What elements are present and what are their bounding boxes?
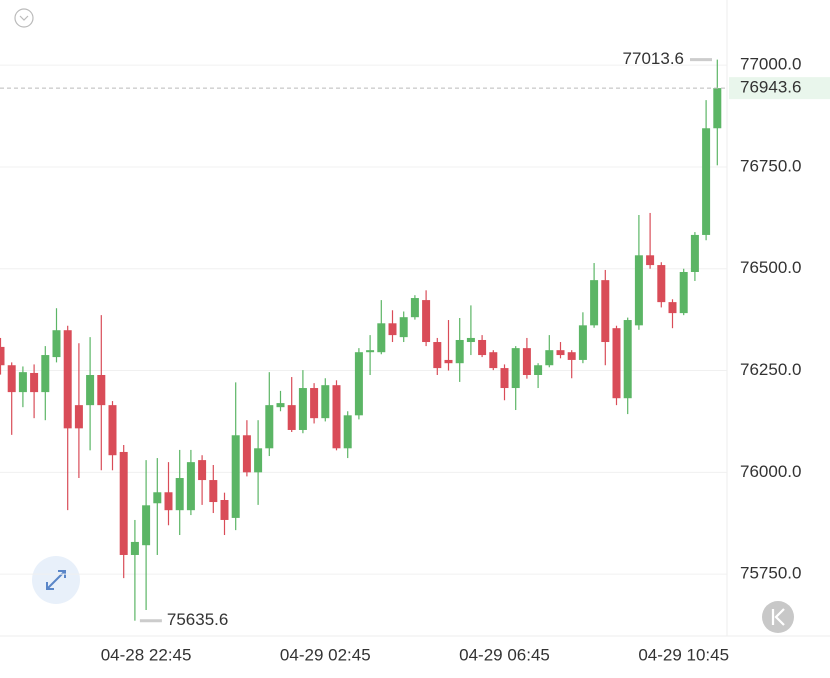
candle-body [657, 265, 666, 303]
candle-body [668, 302, 677, 314]
scroll-latest-button[interactable] [762, 601, 794, 633]
x-tick-label: 04-29 06:45 [459, 645, 550, 664]
candle-body [97, 375, 106, 406]
candle-body [388, 323, 397, 336]
candle-body [242, 435, 251, 473]
candle-body [399, 317, 408, 338]
candle-body [18, 372, 27, 393]
candle-body [646, 255, 655, 266]
candle-body [511, 348, 520, 389]
candle-body [276, 403, 285, 408]
candle-body [310, 388, 319, 419]
candle-body [377, 323, 386, 353]
expand-button[interactable] [32, 556, 80, 604]
candle-body [298, 388, 307, 430]
y-tick-label: 77000.0 [740, 55, 801, 74]
candle-body [7, 365, 16, 393]
candle-body [522, 348, 531, 376]
candle-body [209, 480, 218, 503]
scroll-latest-icon [771, 608, 785, 626]
y-tick-label: 76750.0 [740, 156, 801, 175]
candle-body [690, 234, 699, 272]
candle-body [500, 368, 509, 389]
candle-body [52, 330, 61, 358]
candle-body [175, 478, 184, 511]
candle-body [321, 385, 330, 419]
candle-body [198, 460, 207, 481]
candle-body [287, 405, 296, 430]
candle-body [556, 350, 565, 356]
candle-body [332, 385, 341, 449]
candle-body [534, 365, 543, 376]
candle-body [410, 298, 419, 318]
candle-body [634, 255, 643, 326]
candle-body [489, 352, 498, 369]
candle-body [578, 325, 587, 360]
candle-body [108, 405, 117, 456]
collapse-circle [14, 8, 34, 28]
scroll-latest-circle [762, 601, 794, 633]
x-tick-label: 04-28 22:45 [101, 645, 192, 664]
x-tick-label: 04-29 10:45 [638, 645, 729, 664]
candle-body [623, 320, 632, 399]
low-label: 75635.6 [167, 610, 228, 629]
candle-body [86, 375, 95, 406]
candle-body [455, 339, 464, 364]
candle-body [343, 415, 352, 449]
candle-body [220, 500, 229, 520]
candle-body [142, 505, 151, 546]
candle-body [130, 541, 139, 555]
candle-body [0, 346, 5, 366]
candle-body [119, 451, 128, 555]
candle-body [433, 342, 442, 369]
candle-body [545, 350, 554, 366]
candle-body [702, 128, 711, 235]
candle-body [63, 330, 72, 429]
candle-body [679, 271, 688, 314]
collapse-button[interactable] [14, 8, 34, 28]
candle-body [265, 405, 274, 449]
candle-body [231, 435, 240, 518]
candle-body [567, 352, 576, 360]
candle-body [444, 359, 453, 364]
y-tick-label: 76000.0 [740, 462, 801, 481]
x-tick-label: 04-29 02:45 [280, 645, 371, 664]
candle-body [186, 462, 195, 511]
candle-body [590, 280, 599, 326]
candle-body [713, 88, 722, 129]
last-price-box [729, 77, 830, 100]
candle-body [74, 405, 83, 429]
candle-body [354, 352, 363, 416]
plot-area: 75750.0 76000.0 76250.0 76500.0 76750.0 77000… [0, 49, 830, 664]
last-price-label: 76943.6 [740, 78, 801, 97]
y-tick-label: 76250.0 [740, 360, 801, 379]
candle-body [422, 300, 431, 343]
high-label: 77013.6 [623, 49, 684, 68]
candle-body [466, 337, 475, 343]
collapse-chevron [19, 15, 29, 21]
candle-body [254, 448, 263, 473]
candle-body [612, 328, 621, 399]
candle-body [164, 492, 173, 511]
candle-body [30, 372, 39, 393]
candle-body [478, 339, 487, 356]
candle-body [601, 280, 610, 343]
y-tick-label: 76500.0 [740, 258, 801, 277]
candle-body [366, 350, 375, 353]
y-tick-label: 75750.0 [740, 564, 801, 583]
candle-body [41, 355, 50, 393]
candle-body [153, 492, 162, 504]
